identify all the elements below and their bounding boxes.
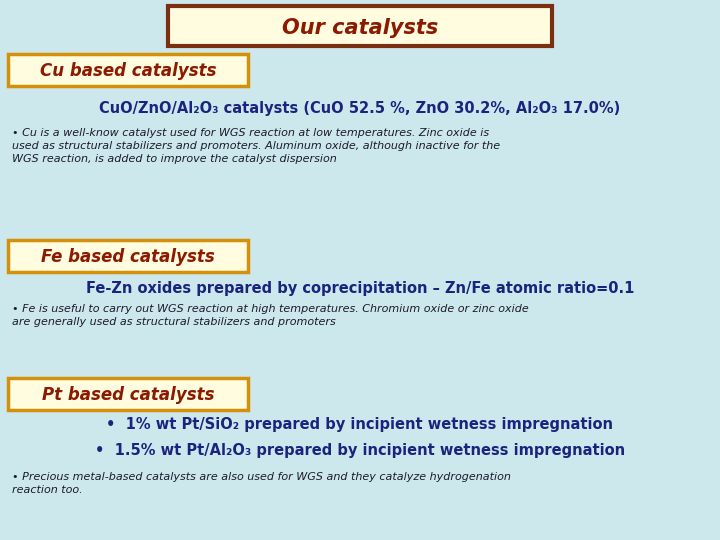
Text: •  1% wt Pt/SiO₂ prepared by incipient wetness impregnation: • 1% wt Pt/SiO₂ prepared by incipient we… (107, 416, 613, 431)
Text: Fe based catalysts: Fe based catalysts (41, 248, 215, 266)
Text: Pt based catalysts: Pt based catalysts (42, 386, 215, 404)
FancyBboxPatch shape (8, 54, 248, 86)
Text: CuO/ZnO/Al₂O₃ catalysts (CuO 52.5 %, ZnO 30.2%, Al₂O₃ 17.0%): CuO/ZnO/Al₂O₃ catalysts (CuO 52.5 %, ZnO… (99, 100, 621, 116)
Text: • Precious metal-based catalysts are also used for WGS and they catalyze hydroge: • Precious metal-based catalysts are als… (12, 472, 511, 495)
Text: Cu based catalysts: Cu based catalysts (40, 62, 216, 80)
Text: • Cu is a well-know catalyst used for WGS reaction at low temperatures. Zinc oxi: • Cu is a well-know catalyst used for WG… (12, 128, 500, 164)
FancyBboxPatch shape (168, 6, 552, 46)
Text: Our catalysts: Our catalysts (282, 18, 438, 38)
Text: • Fe is useful to carry out WGS reaction at high temperatures. Chromium oxide or: • Fe is useful to carry out WGS reaction… (12, 304, 528, 327)
Text: •  1.5% wt Pt/Al₂O₃ prepared by incipient wetness impregnation: • 1.5% wt Pt/Al₂O₃ prepared by incipient… (95, 442, 625, 457)
FancyBboxPatch shape (8, 240, 248, 272)
FancyBboxPatch shape (8, 378, 248, 410)
Text: Fe-Zn oxides prepared by coprecipitation – Zn/Fe atomic ratio=0.1: Fe-Zn oxides prepared by coprecipitation… (86, 280, 634, 295)
